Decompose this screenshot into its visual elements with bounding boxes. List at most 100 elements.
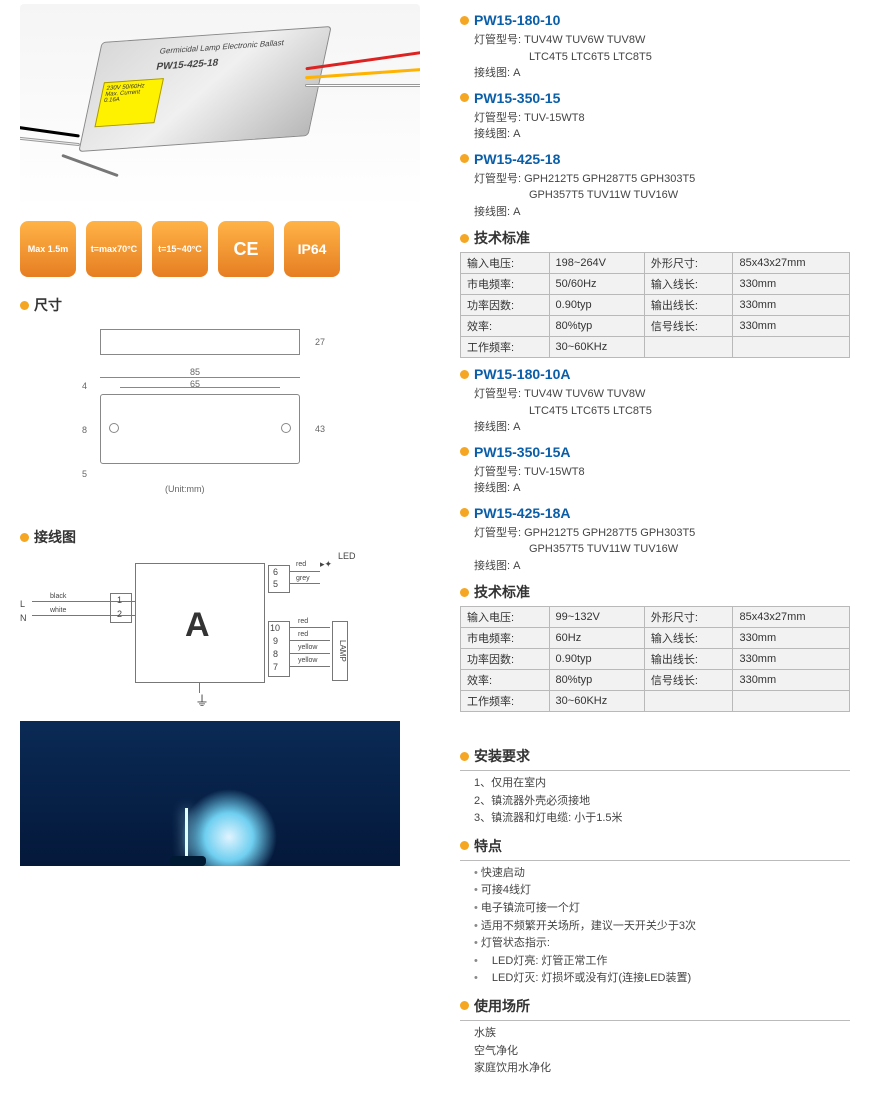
list-item: LED灯亮: 灯管正常工作: [474, 953, 850, 971]
spec-cell: 80%typ: [549, 316, 644, 337]
product-detail: 接线图: A: [474, 65, 850, 82]
bullet-icon: [460, 841, 469, 850]
led-symbol: ▸✦: [320, 559, 332, 570]
list-item: 空气净化: [474, 1043, 850, 1061]
bullet-icon: [460, 588, 469, 597]
product-detail: GPH357T5 TUV11W TUV16W: [474, 541, 850, 558]
spec-cell: 330mm: [733, 274, 850, 295]
badge-maxlen: Max 1.5m: [20, 221, 76, 277]
spec-cell: 输入电压:: [461, 253, 550, 274]
wgrey: grey: [296, 575, 310, 582]
bullet-icon: [460, 447, 469, 456]
spec-cell: [733, 337, 850, 358]
dim-hole: 8: [82, 425, 87, 435]
spec-cell: 输入线长:: [644, 628, 733, 649]
product-detail: LTC4T5 LTC6T5 LTC8T5: [474, 49, 850, 66]
product-detail: 接线图: A: [474, 558, 850, 575]
feature-title: 特点: [474, 836, 502, 856]
feature-heading: 特点: [460, 836, 850, 856]
dim-hole-left: [109, 423, 119, 433]
spec-cell: 50/60Hz: [549, 274, 644, 295]
product-detail: LTC4T5 LTC6T5 LTC8T5: [474, 403, 850, 420]
product-detail: GPH357T5 TUV11W TUV16W: [474, 187, 850, 204]
cert-badges: Max 1.5m t=max70°C t=15~40°C CE IP64: [20, 221, 430, 277]
wn5: 5: [273, 579, 278, 589]
bullet-icon: [460, 234, 469, 243]
product-detail: 接线图: A: [474, 480, 850, 497]
spec-cell: 80%typ: [549, 670, 644, 691]
product-model: PW15-425-18: [474, 151, 560, 167]
list-item: 电子镇流可接一个灯: [474, 900, 850, 918]
spec-row: 市电频率:60Hz输入线长:330mm: [461, 628, 850, 649]
wn2: 2: [117, 609, 122, 619]
usage-heading: 使用场所: [460, 996, 850, 1016]
spec-cell: 外形尺寸:: [644, 253, 733, 274]
product-model: PW15-425-18A: [474, 505, 571, 521]
list-item: 水族: [474, 1025, 850, 1043]
product-detail: 灯管型号: TUV-15WT8: [474, 110, 850, 127]
install-list: 1、仅用在室内2、镇流器外壳必须接地3、镇流器和灯电缆: 小于1.5米: [474, 775, 850, 828]
product-detail: 灯管型号: GPH212T5 GPH287T5 GPH303T5: [474, 525, 850, 542]
bullet-icon: [460, 752, 469, 761]
wire-grey: [61, 154, 118, 177]
bullet-icon: [460, 93, 469, 102]
bullet-icon: [460, 154, 469, 163]
spec-cell: 输出线长:: [644, 649, 733, 670]
spec-cell: 330mm: [733, 649, 850, 670]
product-model: PW15-180-10: [474, 12, 560, 28]
spec-cell: 工作频率:: [461, 691, 550, 712]
list-item: 灯管状态指示:: [474, 935, 850, 953]
spec-row: 效率:80%typ信号线长:330mm: [461, 316, 850, 337]
bullet-icon: [20, 301, 29, 310]
product-photo: Germicidal Lamp Electronic Ballast PW15-…: [20, 4, 420, 209]
spec-cell: [644, 691, 733, 712]
list-item: 3、镇流器和灯电缆: 小于1.5米: [474, 810, 850, 828]
spec-cell: 信号线长:: [644, 670, 733, 691]
spec-row: 市电频率:50/60Hz输入线长:330mm: [461, 274, 850, 295]
device-model-text: PW15-425-18: [155, 53, 281, 73]
spec-cell: [644, 337, 733, 358]
spec-cell: 85x43x27mm: [733, 253, 850, 274]
badge-tmax: t=max70°C: [86, 221, 142, 277]
dim-top-view: [100, 394, 300, 464]
wred1: red: [296, 561, 306, 568]
wlamp3: [290, 653, 330, 654]
spec-cell: 信号线长:: [644, 316, 733, 337]
wire-black: [20, 123, 80, 137]
product-heading: PW15-180-10: [460, 12, 850, 28]
wLED: LED: [338, 551, 356, 561]
application-photo: [20, 721, 400, 866]
dim-side-view: [100, 329, 300, 355]
list-item: 快速启动: [474, 865, 850, 883]
label-line2: Max. Current 0.16A: [103, 88, 158, 104]
dim-h: 43: [315, 424, 325, 434]
product-detail: 接线图: A: [474, 204, 850, 221]
wlamp1: [290, 627, 330, 628]
spec-row: 效率:80%typ信号线长:330mm: [461, 670, 850, 691]
spec-cell: 功率因数:: [461, 295, 550, 316]
wn7: 7: [273, 662, 278, 672]
list-item: LED灯灭: 灯损坏或没有灯(连接LED装置): [474, 970, 850, 988]
dimensions-heading: 尺寸: [20, 295, 430, 315]
wn1: 1: [117, 595, 122, 605]
spec-cell: 输入电压:: [461, 607, 550, 628]
wiring-term-led: [268, 565, 290, 593]
badge-ip64: IP64: [284, 221, 340, 277]
uv-lamp-base: [170, 856, 206, 866]
list-item: 适用不频繁开关场所，建议一天开关少于3次: [474, 918, 850, 936]
wiring-A: A: [185, 606, 210, 645]
spec-cell: 330mm: [733, 670, 850, 691]
wled1: [290, 571, 320, 572]
uv-lamp: [185, 808, 188, 858]
spec-cell: 工作频率:: [461, 337, 550, 358]
spec-row: 工作频率:30~60KHz: [461, 337, 850, 358]
product-model: PW15-180-10A: [474, 366, 571, 382]
divider: [460, 1020, 850, 1021]
wn8: 8: [273, 649, 278, 659]
wire-white: [305, 84, 420, 87]
bullet-icon: [460, 370, 469, 379]
wiring-L: L: [20, 599, 25, 609]
spec-cell: 330mm: [733, 295, 850, 316]
usage-title: 使用场所: [474, 996, 530, 1016]
wiring-N: N: [20, 613, 27, 623]
